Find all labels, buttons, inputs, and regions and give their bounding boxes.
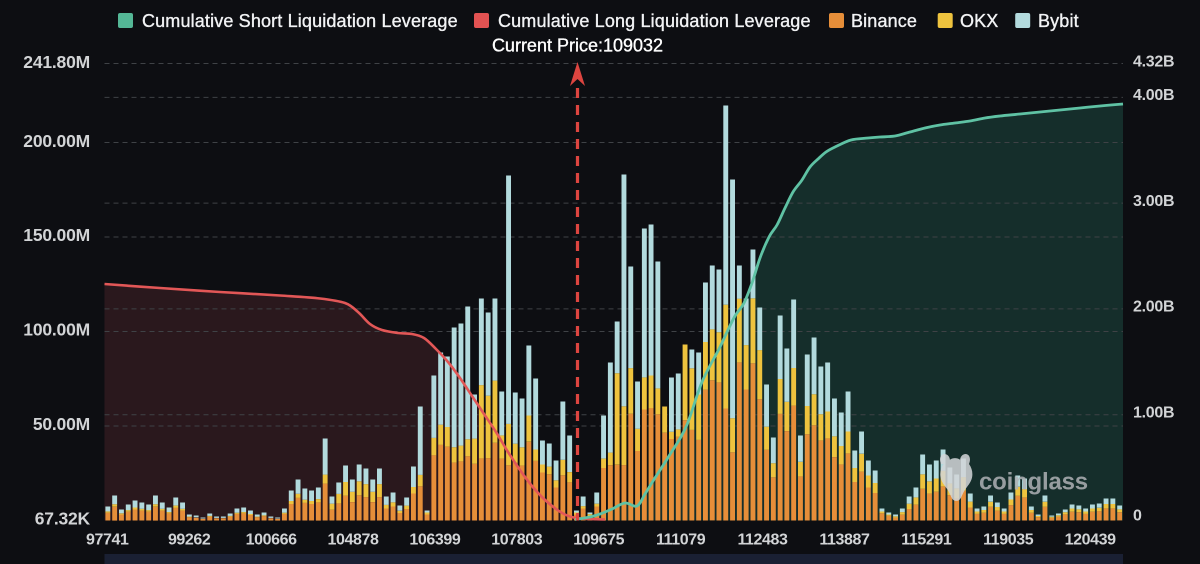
svg-text:241.80M: 241.80M	[23, 52, 90, 72]
svg-text:115291: 115291	[901, 532, 952, 549]
svg-text:67.32K: 67.32K	[35, 509, 91, 529]
svg-text:109675: 109675	[573, 532, 624, 549]
svg-text:coinglass: coinglass	[979, 469, 1088, 496]
svg-text:Binance: Binance	[851, 11, 917, 31]
svg-text:1.00B: 1.00B	[1133, 404, 1174, 421]
svg-text:3.00B: 3.00B	[1133, 193, 1174, 210]
svg-text:99262: 99262	[168, 532, 211, 549]
svg-text:200.00M: 200.00M	[23, 131, 90, 151]
svg-text:150.00M: 150.00M	[23, 225, 90, 245]
svg-text:120439: 120439	[1065, 532, 1116, 549]
svg-text:107803: 107803	[491, 532, 542, 549]
svg-text:100666: 100666	[246, 532, 297, 549]
svg-text:Current Price:109032: Current Price:109032	[492, 36, 663, 56]
svg-text:4.00B: 4.00B	[1133, 87, 1174, 104]
svg-text:OKX: OKX	[960, 11, 998, 31]
svg-text:Bybit: Bybit	[1038, 11, 1079, 31]
svg-text:100.00M: 100.00M	[23, 320, 90, 340]
svg-text:Cumulative Long Liquidation Le: Cumulative Long Liquidation Leverage	[498, 11, 811, 31]
svg-text:119035: 119035	[983, 532, 1034, 549]
svg-text:Cumulative Short Liquidation L: Cumulative Short Liquidation Leverage	[142, 11, 458, 31]
svg-text:104878: 104878	[328, 532, 379, 549]
svg-text:111079: 111079	[656, 532, 706, 549]
svg-text:97741: 97741	[86, 532, 129, 549]
svg-text:50.00M: 50.00M	[33, 414, 90, 434]
svg-text:4.32B: 4.32B	[1133, 54, 1174, 71]
svg-text:0: 0	[1133, 508, 1142, 525]
svg-text:112483: 112483	[737, 532, 788, 549]
svg-text:113887: 113887	[819, 532, 870, 549]
svg-text:106399: 106399	[409, 532, 460, 549]
svg-text:2.00B: 2.00B	[1133, 299, 1174, 316]
